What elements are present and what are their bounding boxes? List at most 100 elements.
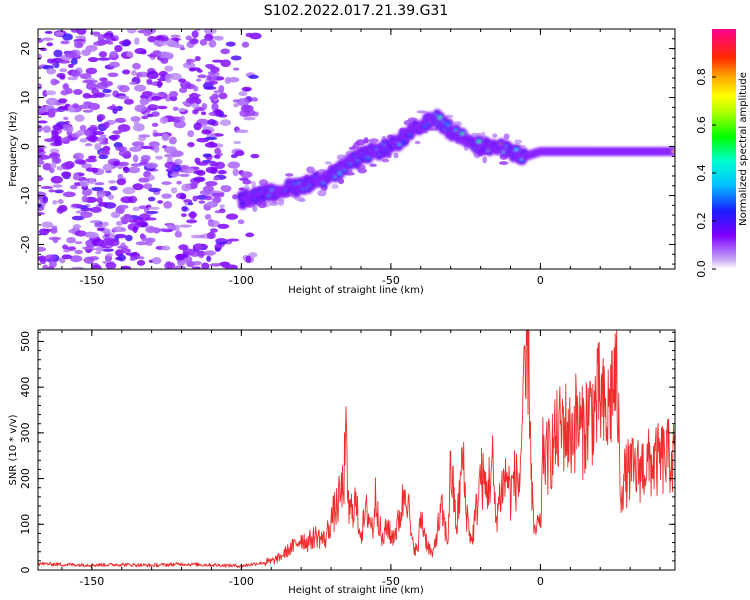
noise-blob: [209, 228, 218, 233]
noise-blob: [238, 91, 248, 97]
noise-blob: [177, 253, 188, 259]
noise-blob: [38, 160, 45, 165]
noise-blob: [38, 124, 43, 133]
noise-blob: [108, 180, 117, 184]
noise-blob: [117, 204, 129, 210]
noise-blob: [120, 196, 133, 204]
noise-blob: [191, 30, 199, 38]
noise-blob: [212, 176, 220, 181]
noise-blob: [76, 129, 85, 136]
noise-blob: [143, 183, 153, 190]
noise-blob: [245, 32, 254, 38]
noise-blob: [85, 158, 98, 163]
noise-blob: [214, 210, 226, 214]
noise-blob: [122, 69, 131, 75]
noise-blob: [227, 161, 240, 169]
snr-x-axis: -150 -100 -50 0: [61, 330, 661, 588]
noise-blob: [189, 38, 199, 45]
noise-blob: [159, 116, 169, 124]
noise-blob: [54, 189, 64, 194]
noise-blob: [58, 105, 69, 110]
noise-blob: [92, 130, 105, 135]
noise-blob: [201, 129, 212, 135]
noise-blob: [204, 33, 214, 42]
noise-blob: [250, 97, 259, 102]
noise-blob: [181, 205, 188, 212]
noise-blob: [44, 138, 56, 143]
noise-blob: [161, 181, 172, 185]
noise-blob: [38, 147, 45, 153]
noise-blob: [127, 166, 141, 174]
halo-blob: [363, 137, 369, 144]
x-tick-label: -150: [79, 274, 104, 287]
noise-blob: [146, 71, 159, 80]
noise-blob: [71, 69, 81, 78]
noise-blob: [232, 67, 240, 71]
halo-blob: [348, 169, 353, 173]
noise-blob: [44, 254, 57, 261]
noise-blob: [38, 255, 47, 262]
noise-blob: [102, 121, 110, 129]
noise-blob: [146, 210, 159, 214]
colorbar-gradient: [712, 29, 736, 269]
noise-blob: [53, 49, 63, 58]
colorbar-ticks: 0.0 0.2 0.4 0.6 0.8: [695, 68, 716, 278]
colorbar-tick-label: 0.2: [695, 212, 708, 230]
noise-blob: [205, 180, 218, 187]
noise-blob: [85, 67, 98, 75]
noise-blob: [205, 166, 218, 174]
noise-blob: [179, 115, 186, 123]
noise-blob: [67, 63, 74, 68]
noise-blob: [134, 104, 147, 113]
noise-blob: [48, 189, 55, 193]
noise-blob: [65, 246, 77, 251]
noise-blob: [115, 146, 128, 152]
noise-blob: [149, 104, 160, 109]
noise-blob: [80, 211, 93, 218]
noise-blob: [204, 136, 218, 141]
noise-blob: [140, 145, 152, 150]
noise-blob: [54, 80, 60, 84]
noise-blob: [110, 211, 121, 219]
noise-blob: [179, 173, 190, 177]
noise-blob: [62, 249, 71, 253]
halo-blob: [348, 146, 356, 151]
noise-blob: [42, 196, 49, 204]
noise-blob: [201, 123, 208, 129]
noise-blob: [213, 154, 221, 159]
colorbar: 0.0 0.2 0.4 0.6 0.8 Normalized spectral ampl…: [695, 29, 749, 278]
noise-blob: [224, 264, 238, 269]
x-tick-label: -100: [229, 274, 254, 287]
noise-blob: [117, 254, 127, 262]
noise-blob: [200, 111, 207, 116]
noise-blob: [71, 203, 82, 208]
noise-blob: [56, 206, 65, 214]
noise-blob: [234, 150, 245, 157]
noise-blob: [38, 212, 45, 216]
noise-blob: [155, 155, 163, 160]
noise-blob: [73, 152, 84, 161]
noise-blob: [130, 163, 143, 167]
noise-blob: [224, 76, 232, 84]
noise-blob: [174, 230, 183, 238]
noise-blob: [107, 105, 120, 110]
noise-blob: [179, 164, 190, 170]
spectrogram-y-label: Frequency (Hz): [8, 111, 19, 187]
halo-blob: [331, 184, 339, 190]
noise-blob: [169, 90, 179, 98]
noise-blob: [109, 239, 120, 247]
noise-blob: [241, 86, 252, 92]
noise-blob: [52, 200, 58, 205]
noise-blob: [164, 65, 174, 72]
noise-blob: [197, 74, 207, 79]
noise-blob: [145, 225, 156, 234]
noise-blob: [102, 221, 109, 227]
y-tick-label: 300: [19, 422, 32, 443]
noise-blob: [136, 256, 145, 260]
noise-blob: [168, 40, 178, 48]
noise-blob: [46, 68, 57, 75]
snr-y-axis: 0 100 200 300 400 500: [19, 331, 675, 574]
chart-title: S102.2022.017.21.39.G31: [264, 3, 449, 19]
noise-blob: [57, 59, 71, 64]
noise-blob: [186, 58, 196, 63]
